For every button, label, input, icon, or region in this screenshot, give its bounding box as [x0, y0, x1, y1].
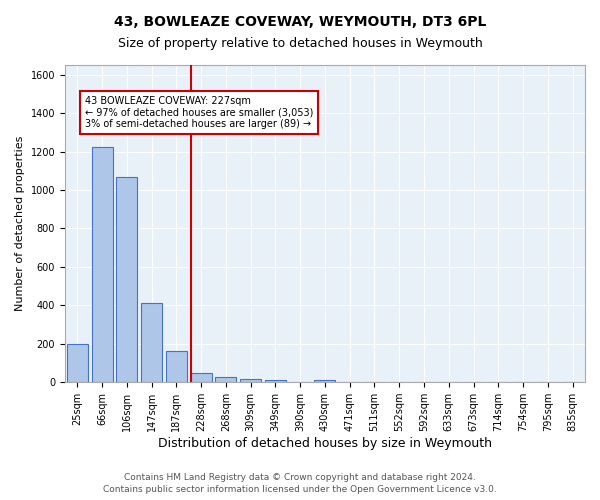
Bar [215, 378, 236, 382]
Text: 43, BOWLEAZE COVEWAY, WEYMOUTH, DT3 6PL: 43, BOWLEAZE COVEWAY, WEYMOUTH, DT3 6PL [114, 15, 486, 29]
Bar [92, 146, 113, 382]
Bar [141, 304, 162, 382]
Text: Contains HM Land Registry data © Crown copyright and database right 2024.: Contains HM Land Registry data © Crown c… [124, 474, 476, 482]
Bar [191, 372, 212, 382]
Text: Size of property relative to detached houses in Weymouth: Size of property relative to detached ho… [118, 38, 482, 51]
Bar [265, 380, 286, 382]
Y-axis label: Number of detached properties: Number of detached properties [15, 136, 25, 312]
Bar [166, 350, 187, 382]
Bar [314, 380, 335, 382]
Bar [240, 379, 261, 382]
X-axis label: Distribution of detached houses by size in Weymouth: Distribution of detached houses by size … [158, 437, 492, 450]
Text: 43 BOWLEAZE COVEWAY: 227sqm
← 97% of detached houses are smaller (3,053)
3% of s: 43 BOWLEAZE COVEWAY: 227sqm ← 97% of det… [85, 96, 313, 129]
Bar [116, 176, 137, 382]
Bar [67, 344, 88, 382]
Text: Contains public sector information licensed under the Open Government Licence v3: Contains public sector information licen… [103, 485, 497, 494]
